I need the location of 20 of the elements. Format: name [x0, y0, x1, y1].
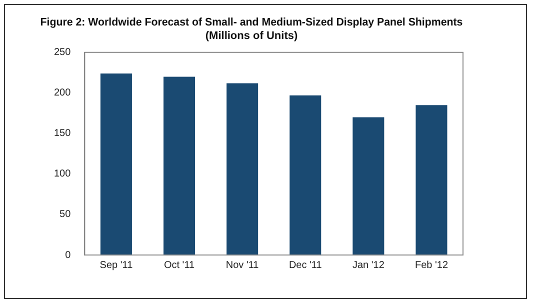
bar: [164, 76, 196, 255]
y-tick-label: 250: [54, 47, 72, 58]
y-tick-label: 50: [60, 209, 72, 220]
x-tick-label: Sep '11: [100, 260, 134, 271]
bar: [416, 105, 448, 255]
x-tick-label: Feb '12: [414, 260, 448, 271]
y-tick-label: 200: [54, 88, 72, 99]
bar: [352, 117, 384, 255]
x-tick-label: Oct '11: [164, 260, 196, 271]
y-tick-label: 100: [54, 168, 72, 180]
bar: [100, 73, 132, 255]
text: (Millions of Units): [205, 30, 298, 42]
x-tick-label: Jan '12: [352, 260, 385, 271]
x-tick-label: Nov '11: [226, 260, 260, 271]
text: Figure 2: Worldwide Forecast of Small- and Medium-Sized Display Panel Shipments: [40, 16, 463, 29]
bar: [226, 83, 258, 255]
y-tick-label: 0: [65, 250, 72, 261]
y-tick-label: 150: [54, 128, 72, 140]
x-tick-label: Dec '11: [288, 260, 322, 271]
bar: [290, 95, 322, 255]
